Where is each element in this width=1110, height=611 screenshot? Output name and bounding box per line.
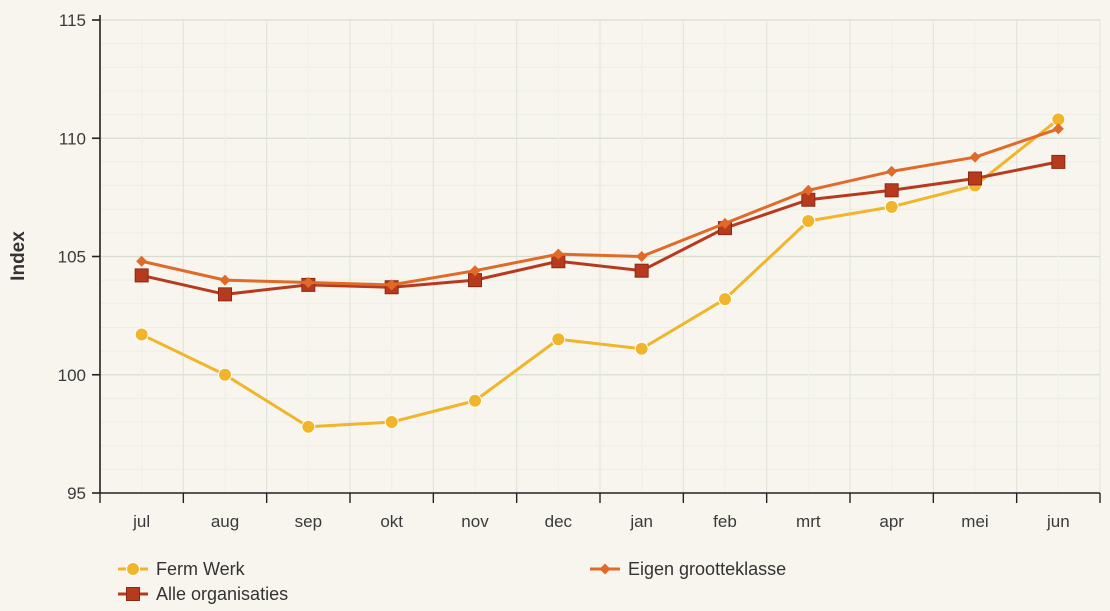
- data-point-alle-organisaties: [218, 287, 232, 302]
- data-point-alle-organisaties: [884, 183, 899, 198]
- data-point-alle-organisaties: [634, 263, 649, 278]
- legend-label: Alle organisaties: [156, 584, 288, 604]
- data-point-eigen-grootteklasse: [1052, 123, 1064, 135]
- x-tick-label: mrt: [796, 512, 821, 531]
- data-point-ferm-werk: [301, 419, 316, 434]
- y-tick-label: 100: [58, 366, 86, 385]
- legend-label: Ferm Werk: [156, 559, 246, 579]
- legend-item-alle-organisaties: Alle organisaties: [118, 584, 288, 604]
- legend-label: Eigen grootteklasse: [628, 559, 786, 579]
- series-eigen-grootteklasse: [136, 123, 1064, 291]
- x-tick-label: feb: [713, 512, 737, 531]
- legend-marker: [126, 562, 140, 576]
- x-tick-label: aug: [211, 512, 239, 531]
- x-tick-label: dec: [545, 512, 573, 531]
- data-point-eigen-grootteklasse: [802, 184, 814, 196]
- x-tick-label: sep: [295, 512, 322, 531]
- series-line-ferm-werk: [140, 117, 1060, 429]
- data-point-alle-organisaties: [968, 171, 982, 186]
- data-point-eigen-grootteklasse: [386, 279, 398, 291]
- x-tick-label: okt: [380, 512, 403, 531]
- x-tick-label: jan: [629, 512, 653, 531]
- axes: 95 100 105 110 115 jul aug sep okt nov dec jan feb mr…: [58, 11, 1101, 531]
- y-tick-label: 115: [59, 11, 86, 30]
- data-point-eigen-grootteklasse: [552, 248, 564, 260]
- legend-item-ferm-werk: Ferm Werk: [118, 559, 246, 579]
- legend-marker: [599, 563, 611, 575]
- legend-item-eigen-grootteklasse: Eigen grootteklasse: [590, 559, 786, 579]
- y-tick-label: 110: [59, 129, 86, 148]
- data-point-ferm-werk: [134, 327, 149, 342]
- data-point-ferm-werk: [384, 415, 399, 430]
- data-point-ferm-werk: [218, 367, 232, 382]
- y-tick-label: 95: [67, 484, 86, 503]
- x-tick-label: apr: [879, 512, 904, 531]
- data-point-eigen-grootteklasse: [136, 255, 148, 267]
- data-point-ferm-werk: [884, 199, 899, 214]
- x-tick-label: jun: [1046, 512, 1070, 531]
- series-ferm-werk: [134, 112, 1066, 434]
- legend-marker: [126, 587, 140, 601]
- series-line-alle-organisaties: [140, 160, 1060, 296]
- data-point-ferm-werk: [718, 292, 732, 307]
- series-layer: [134, 112, 1066, 434]
- data-point-eigen-grootteklasse: [969, 151, 981, 163]
- x-tick-label: nov: [461, 512, 489, 531]
- data-point-alle-organisaties: [134, 268, 149, 283]
- data-point-eigen-grootteklasse: [219, 274, 231, 286]
- legend: Ferm Werk Alle organisaties Eigen groottek…: [118, 559, 786, 604]
- data-point-ferm-werk: [801, 214, 816, 229]
- x-tick-label: jul: [132, 512, 150, 531]
- data-point-eigen-grootteklasse: [719, 217, 731, 229]
- data-point-alle-organisaties: [1051, 154, 1066, 169]
- data-point-eigen-grootteklasse: [302, 277, 314, 289]
- data-point-eigen-grootteklasse: [636, 251, 648, 262]
- y-tick-label: 105: [58, 248, 86, 267]
- data-point-ferm-werk: [634, 341, 649, 356]
- data-point-ferm-werk: [551, 332, 566, 347]
- series-line-eigen-grootteklasse: [140, 127, 1060, 287]
- y-axis-title: Index: [8, 231, 29, 281]
- data-point-ferm-werk: [468, 393, 482, 408]
- data-point-eigen-grootteklasse: [469, 265, 481, 277]
- grid: [100, 19, 1101, 493]
- x-tick-label: mei: [961, 512, 988, 531]
- data-point-eigen-grootteklasse: [886, 165, 898, 177]
